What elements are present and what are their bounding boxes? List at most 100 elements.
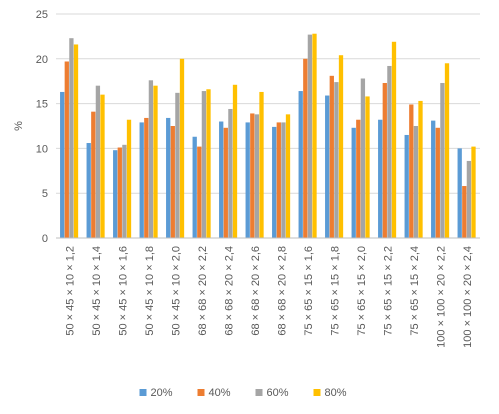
y-tick-label: 0	[42, 233, 48, 245]
bar-40pct-8	[276, 122, 281, 238]
x-tick-label: 75 × 65 × 15 × 2,2	[382, 246, 394, 336]
bar-40pct-1	[91, 111, 96, 238]
bar-60pct-3	[148, 80, 154, 238]
y-tick-label: 10	[36, 143, 48, 155]
bar-60pct-11	[360, 78, 366, 239]
y-axis-ticks: 0 5 10 15 20 25	[36, 9, 48, 245]
bar-80pct-4	[179, 58, 185, 238]
bar-80pct-11	[365, 96, 370, 238]
bar-40pct-2	[117, 147, 122, 238]
y-axis-title: %	[13, 121, 25, 131]
bar-80pct-9	[312, 33, 317, 238]
bar-40pct-4	[170, 126, 175, 238]
bar-60pct-4	[175, 92, 180, 239]
x-tick-label: 50 × 45 × 10 × 1,2	[64, 246, 76, 336]
bar-60pct-12	[387, 65, 392, 238]
bar-20pct-14	[431, 120, 436, 238]
bar-80pct-0	[73, 44, 79, 238]
bar-80pct-15	[471, 146, 476, 238]
bar-60pct-13	[413, 126, 419, 238]
legend-swatch-60pct	[255, 389, 263, 396]
x-tick-label: 75 × 65 × 15 × 1,6	[303, 246, 315, 336]
x-tick-label: 50 × 45 × 10 × 1,8	[144, 246, 156, 336]
x-tick-label: 50 × 45 × 10 × 2,0	[170, 246, 182, 336]
bar-20pct-6	[219, 121, 224, 238]
bar-20pct-10	[325, 95, 330, 238]
legend-label-60pct: 60%	[267, 387, 289, 399]
x-tick-label: 75 × 65 × 15 × 2,4	[409, 246, 421, 336]
bar-40pct-9	[303, 58, 308, 238]
bar-20pct-7	[245, 122, 250, 238]
bar-80pct-14	[444, 63, 450, 238]
bar-80pct-5	[206, 89, 211, 238]
x-tick-label: 68 × 68 × 20 × 2,6	[250, 246, 262, 336]
bar-60pct-10	[334, 82, 339, 238]
bar-80pct-8	[285, 114, 291, 238]
x-axis-ticks: 50 × 45 × 10 × 1,2 50 × 45 × 10 × 1,4 50 ×…	[64, 246, 474, 348]
x-tick-label: 75 × 65 × 15 × 2,0	[356, 246, 368, 336]
y-tick-label: 25	[36, 9, 48, 21]
bar-60pct-1	[95, 85, 101, 239]
bars	[60, 33, 476, 239]
bar-80pct-7	[259, 91, 264, 239]
bar-60pct-14	[440, 82, 445, 238]
bar-60pct-8	[281, 122, 286, 238]
y-tick-label: 15	[36, 99, 48, 111]
bar-20pct-12	[378, 119, 383, 238]
bar-60pct-6	[228, 108, 233, 238]
bar-40pct-0	[64, 61, 69, 238]
bar-40pct-14	[435, 127, 440, 238]
bar-20pct-3	[139, 122, 144, 238]
bar-80pct-13	[418, 100, 423, 238]
legend-swatch-20pct	[139, 389, 147, 396]
bar-40pct-10	[329, 75, 334, 238]
x-tick-label: 68 × 68 × 20 × 2,4	[223, 246, 235, 336]
legend-label-80pct: 80%	[325, 387, 347, 399]
bar-60pct-9	[307, 34, 313, 238]
bar-80pct-10	[338, 55, 344, 238]
bar-20pct-1	[86, 143, 91, 238]
x-tick-label: 100 × 100 × 20 × 2,4	[462, 246, 474, 348]
bar-80pct-3	[153, 85, 158, 239]
bar-60pct-0	[69, 38, 74, 238]
x-tick-label: 50 × 45 × 10 × 1,4	[91, 246, 103, 336]
bar-20pct-0	[60, 91, 65, 239]
x-tick-label: 68 × 68 × 20 × 2,2	[197, 246, 209, 336]
legend-label-20pct: 20%	[151, 387, 173, 399]
bar-60pct-5	[201, 91, 207, 238]
bar-40pct-5	[197, 146, 202, 238]
bar-80pct-6	[232, 84, 238, 238]
legend-swatch-40pct	[197, 389, 205, 396]
legend-swatch-80pct	[313, 389, 321, 396]
bar-40pct-11	[356, 119, 361, 238]
legend: 20% 40% 60% 80%	[139, 387, 347, 399]
bar-80pct-2	[126, 119, 132, 238]
bar-40pct-7	[250, 113, 255, 238]
x-tick-label: 75 × 65 × 15 × 1,8	[329, 246, 341, 336]
bar-40pct-13	[409, 104, 414, 238]
bar-80pct-12	[391, 41, 397, 238]
x-tick-label: 100 × 100 × 20 × 2,2	[435, 246, 447, 348]
bar-20pct-11	[351, 127, 356, 238]
bar-40pct-15	[462, 186, 467, 238]
bar-20pct-9	[298, 91, 303, 238]
bar-20pct-4	[166, 117, 171, 238]
y-tick-label: 20	[36, 54, 48, 66]
bar-80pct-1	[100, 94, 105, 238]
x-tick-label: 50 × 45 × 10 × 1,6	[117, 246, 129, 336]
bar-60pct-15	[466, 160, 472, 238]
y-tick-label: 5	[42, 188, 48, 200]
bar-60pct-2	[122, 144, 127, 238]
bar-40pct-12	[382, 82, 387, 238]
bar-20pct-15	[457, 148, 462, 238]
bar-40pct-6	[223, 127, 228, 238]
bar-20pct-2	[113, 150, 118, 238]
bar-20pct-5	[192, 136, 197, 238]
legend-label-40pct: 40%	[209, 387, 231, 399]
bar-60pct-7	[254, 114, 260, 238]
bar-40pct-3	[144, 117, 149, 238]
bar-20pct-8	[272, 126, 277, 238]
bar-20pct-13	[404, 134, 409, 238]
